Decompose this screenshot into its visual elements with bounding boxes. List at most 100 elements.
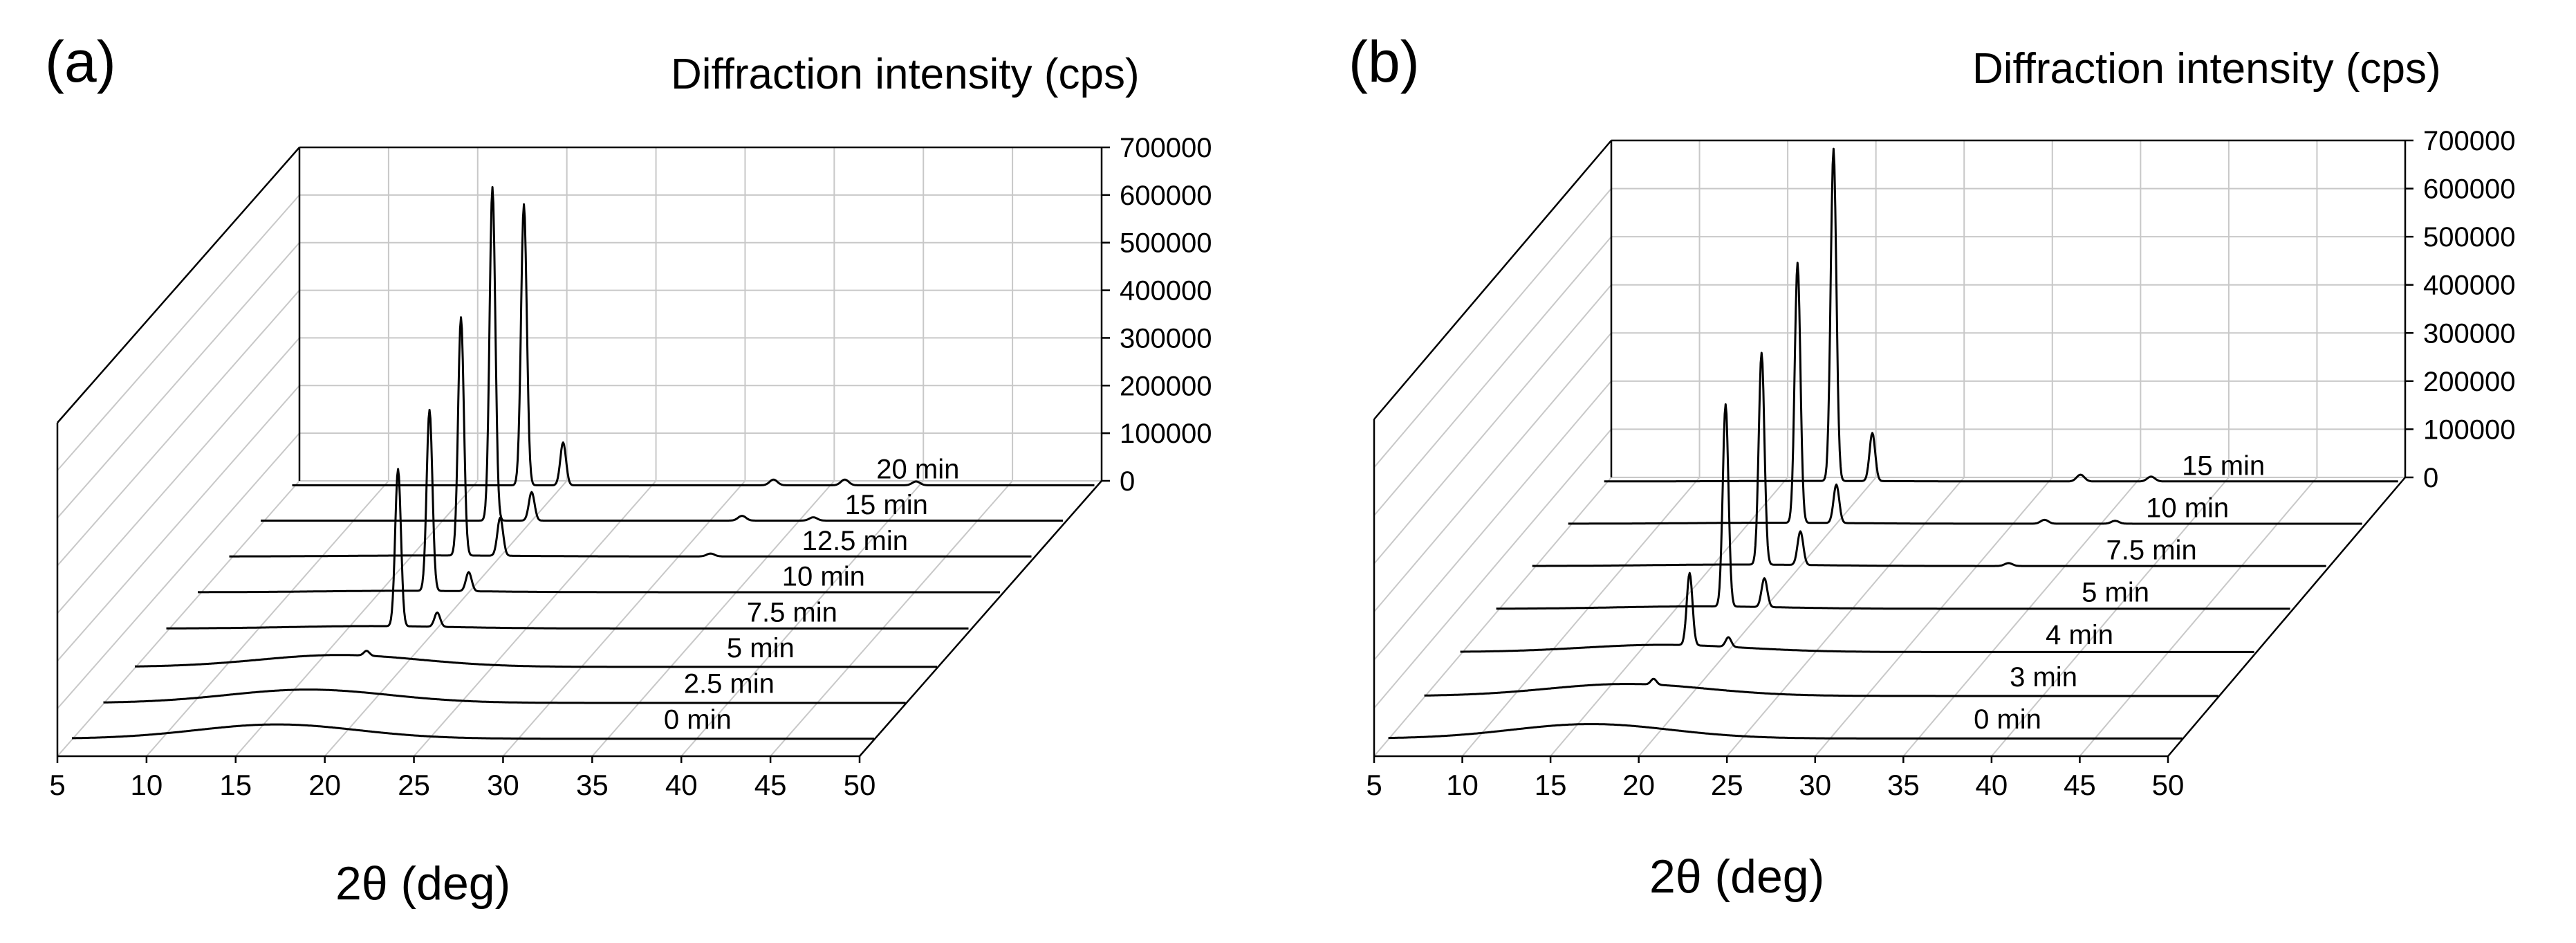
series-label: 3 min xyxy=(2010,662,2077,693)
series-label: 15 min xyxy=(845,490,928,520)
intensity-axis-tick-label: 500000 xyxy=(1120,228,1212,259)
intensity-axis-tick-label: 200000 xyxy=(1120,371,1212,401)
floor-depth-gridline xyxy=(591,480,835,757)
floor-depth-gridline xyxy=(324,480,568,757)
floor-depth-gridline xyxy=(680,480,924,757)
side-wall-gridline xyxy=(1373,381,1612,661)
series-line xyxy=(103,688,906,704)
series-3-min: 3 min xyxy=(1424,662,2218,697)
series-line xyxy=(292,203,1095,486)
x-axis-tick-label: 45 xyxy=(754,769,787,801)
x-axis-tick-label: 30 xyxy=(1799,769,1831,801)
side-wall-gridline xyxy=(57,242,300,519)
series-0-min: 0 min xyxy=(71,704,875,740)
series-line xyxy=(1496,403,2290,610)
side-wall-gridline xyxy=(1373,477,1612,757)
axis-frame-edge xyxy=(57,147,300,423)
floor-depth-gridline xyxy=(1461,477,1701,757)
intensity-axis-tick-label: 400000 xyxy=(1120,276,1212,306)
x-axis-tick-label: 20 xyxy=(1622,769,1655,801)
x-axis-tick-label: 5 xyxy=(49,769,65,801)
series-7-5-min: 7.5 min xyxy=(1532,351,2326,567)
panel-a-label: (a) xyxy=(45,29,116,94)
series-line xyxy=(1604,147,2398,483)
x-axis-tick-label: 25 xyxy=(398,769,430,801)
panel-b-intensity-axis-title: Diffraction intensity (cps) xyxy=(1972,45,2441,93)
series-label: 10 min xyxy=(782,562,865,592)
series-line xyxy=(71,723,875,740)
series-label: 4 min xyxy=(2046,620,2113,650)
x-axis-tick-label: 15 xyxy=(1535,769,1567,801)
intensity-axis-tick-label: 300000 xyxy=(2423,318,2515,349)
series-line xyxy=(1424,677,2218,697)
series-line xyxy=(229,316,1032,558)
series-5-min: 5 min xyxy=(134,633,938,668)
series-label: 10 min xyxy=(2146,493,2229,523)
series-label: 5 min xyxy=(2082,578,2149,608)
series-line xyxy=(1532,351,2326,567)
panel-b-label: (b) xyxy=(1349,29,1420,94)
floor-depth-gridline xyxy=(1550,477,1788,757)
side-wall-gridline xyxy=(1373,284,1612,565)
intensity-axis-tick-label: 700000 xyxy=(1120,133,1212,163)
series-15-min: 15 min xyxy=(260,186,1064,522)
floor-depth-gridline xyxy=(770,480,1013,757)
axis-frame-edge xyxy=(2167,477,2406,757)
axis-frame-edge xyxy=(1373,140,1612,420)
intensity-axis-tick-label: 200000 xyxy=(2423,367,2515,397)
series-line xyxy=(260,186,1064,522)
panel-a-chart: (a) Diffraction intensity (cps) 2θ (deg)… xyxy=(45,29,1212,910)
side-wall-gridline xyxy=(57,480,300,757)
x-axis-tick-label: 5 xyxy=(1366,769,1382,801)
series-5-min: 5 min xyxy=(1496,403,2290,610)
series-label: 12.5 min xyxy=(802,526,908,556)
x-axis-tick-label: 25 xyxy=(1711,769,1743,801)
series-20-min: 20 min xyxy=(292,203,1095,486)
floor-depth-gridline xyxy=(146,480,389,757)
series-label: 0 min xyxy=(1974,704,2041,735)
axis-frame-edge xyxy=(859,480,1102,757)
intensity-axis-tick-label: 500000 xyxy=(2423,222,2515,253)
x-axis-tick-label: 10 xyxy=(1446,769,1479,801)
floor-depth-gridline xyxy=(1726,477,1965,757)
intensity-axis-tick-label: 400000 xyxy=(2423,271,2515,301)
series-10-min: 10 min xyxy=(1568,262,2362,525)
series-label: 7.5 min xyxy=(2106,535,2197,566)
floor-depth-gridline xyxy=(502,480,746,757)
series-label: 2.5 min xyxy=(684,669,775,699)
intensity-axis-tick-label: 100000 xyxy=(2423,414,2515,445)
side-wall-gridline xyxy=(57,385,300,661)
series-4-min: 4 min xyxy=(1460,571,2254,653)
intensity-axis-tick-label: 700000 xyxy=(2423,126,2515,156)
panel-axis-frame xyxy=(56,146,1103,758)
series-line xyxy=(166,468,969,630)
x-axis-tick-label: 35 xyxy=(576,769,609,801)
side-wall-gridline xyxy=(1373,428,1612,709)
x-axis-tick-label: 10 xyxy=(131,769,163,801)
panel-gridlines xyxy=(57,147,1102,757)
intensity-axis-tick-label: 100000 xyxy=(1120,419,1212,449)
x-axis-tick-label: 35 xyxy=(1887,769,1920,801)
x-axis-tick-label: 40 xyxy=(1976,769,2008,801)
series-label: 0 min xyxy=(664,704,732,735)
series-12-5-min: 12.5 min xyxy=(229,316,1032,558)
intensity-axis-tick-label: 600000 xyxy=(2423,174,2515,205)
panel-gridlines xyxy=(1373,140,2406,757)
x-axis-tick-label: 30 xyxy=(487,769,519,801)
intensity-axis-tick-label: 0 xyxy=(1120,466,1135,497)
series-line xyxy=(197,408,1001,594)
intensity-axis-tick-label: 600000 xyxy=(1120,181,1212,211)
x-axis-tick-label: 40 xyxy=(665,769,698,801)
series-10-min: 10 min xyxy=(197,408,1001,594)
side-wall-gridline xyxy=(57,289,300,567)
panel-a-two-theta-axis-title: 2θ (deg) xyxy=(335,857,510,910)
series-label: 15 min xyxy=(2182,450,2265,481)
series-line xyxy=(1460,571,2254,653)
series-2-5-min: 2.5 min xyxy=(103,669,906,704)
side-wall-gridline xyxy=(1373,332,1612,612)
series-line xyxy=(134,650,938,668)
series-label: 20 min xyxy=(876,454,959,484)
series-15-min: 15 min xyxy=(1604,147,2398,483)
x-axis-tick-label: 20 xyxy=(308,769,341,801)
